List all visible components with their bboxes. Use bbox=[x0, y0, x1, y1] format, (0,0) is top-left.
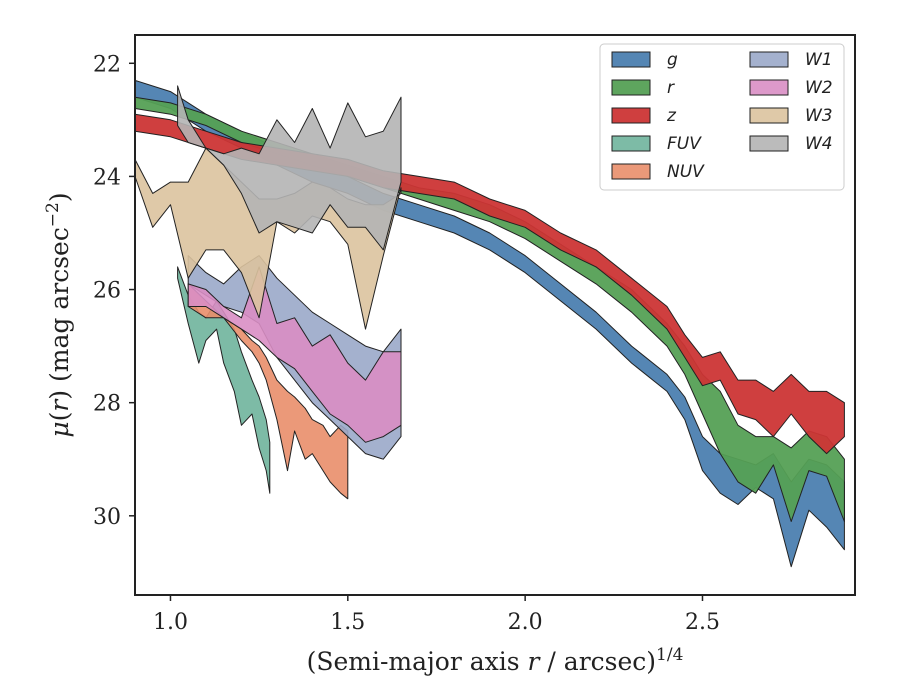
legend-label-nuv: NUV bbox=[667, 162, 705, 182]
legend-label-z: z bbox=[666, 106, 677, 126]
x-tick-label: 1.0 bbox=[153, 610, 188, 635]
legend-swatch-nuv bbox=[611, 163, 651, 180]
legend-label-w1: W1 bbox=[805, 50, 833, 70]
band-g bbox=[135, 79, 845, 568]
legend-label-r: r bbox=[667, 78, 675, 98]
legend: grz FUV NUV W1 W2 W3 W4 bbox=[599, 43, 845, 191]
y-tick-label: 30 bbox=[93, 505, 121, 530]
legend-swatch-g bbox=[611, 51, 651, 68]
legend-swatch-w4 bbox=[749, 135, 789, 152]
y-axis: 22 24 26 28 30 bbox=[93, 52, 135, 530]
x-tick-label: 2.5 bbox=[685, 610, 720, 635]
legend-swatch-r bbox=[611, 79, 651, 96]
legend-swatch-fuv bbox=[611, 135, 651, 152]
legend-label-g: g bbox=[667, 50, 678, 70]
x-axis: 1.0 1.5 2.0 2.5 bbox=[153, 595, 720, 635]
plot-frame bbox=[134, 34, 856, 596]
legend-swatch-w3 bbox=[749, 107, 789, 124]
y-tick-label: 22 bbox=[93, 52, 121, 77]
legend-swatch-w2 bbox=[749, 79, 789, 96]
y-tick-label: 26 bbox=[93, 279, 121, 304]
x-tick-label: 2.0 bbox=[508, 610, 543, 635]
legend-label-w2: W2 bbox=[805, 78, 833, 98]
band-nuv bbox=[187, 283, 349, 500]
legend-items: grz FUV NUV W1 W2 W3 W4 bbox=[611, 50, 833, 182]
x-axis-title: (Semi-major axis r / arcsec)1/4 bbox=[307, 645, 684, 676]
legend-label-w3: W3 bbox=[805, 106, 833, 126]
legend-swatch-z bbox=[611, 107, 651, 124]
x-tick-label: 1.5 bbox=[330, 610, 365, 635]
y-tick-label: 24 bbox=[93, 165, 121, 190]
band-layer bbox=[135, 79, 845, 568]
legend-label-w4: W4 bbox=[805, 134, 833, 154]
band-w4 bbox=[177, 85, 402, 251]
legend-label-fuv: FUV bbox=[667, 134, 702, 154]
y-axis-title: μ(r) (mag arcsec−2) bbox=[43, 192, 74, 437]
legend-swatch-w1 bbox=[749, 51, 789, 68]
y-tick-label: 28 bbox=[93, 392, 121, 417]
band-z bbox=[135, 113, 845, 455]
